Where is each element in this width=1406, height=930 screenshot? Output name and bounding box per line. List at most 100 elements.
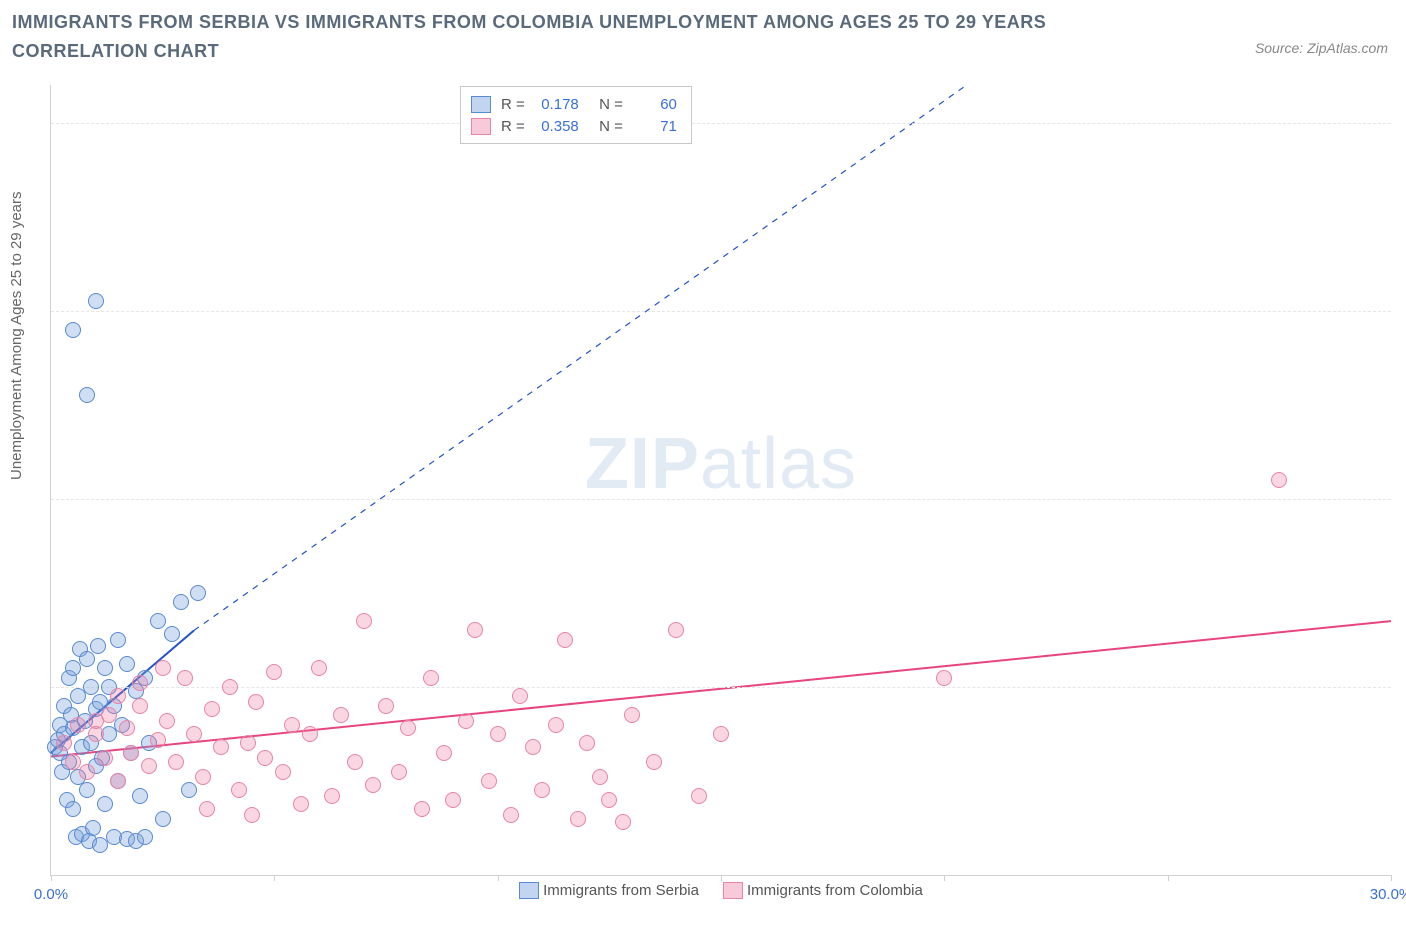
scatter-marker bbox=[333, 707, 349, 723]
scatter-marker bbox=[391, 764, 407, 780]
scatter-marker bbox=[240, 735, 256, 751]
scatter-marker bbox=[137, 829, 153, 845]
y-axis-label: Unemployment Among Ages 25 to 29 years bbox=[8, 191, 25, 480]
legend-item: Immigrants from Colombia bbox=[723, 882, 923, 899]
legend-bottom: Immigrants from Serbia Immigrants from Co… bbox=[51, 882, 1391, 903]
scatter-marker bbox=[311, 660, 327, 676]
scatter-marker bbox=[123, 745, 139, 761]
scatter-marker bbox=[615, 814, 631, 830]
scatter-marker bbox=[284, 717, 300, 733]
scatter-marker bbox=[458, 713, 474, 729]
scatter-marker bbox=[204, 701, 220, 717]
trend-lines-layer bbox=[51, 85, 1391, 875]
scatter-marker bbox=[88, 293, 104, 309]
scatter-marker bbox=[79, 387, 95, 403]
scatter-marker bbox=[624, 707, 640, 723]
y-tick-label: 40.0% bbox=[1396, 114, 1406, 131]
scatter-marker bbox=[65, 322, 81, 338]
scatter-marker bbox=[713, 726, 729, 742]
gridline-horizontal bbox=[51, 687, 1391, 688]
scatter-marker bbox=[525, 739, 541, 755]
scatter-marker bbox=[503, 807, 519, 823]
scatter-marker bbox=[324, 788, 340, 804]
r-label: R = bbox=[501, 118, 525, 135]
scatter-marker bbox=[302, 726, 318, 742]
scatter-marker bbox=[56, 735, 72, 751]
scatter-marker bbox=[691, 788, 707, 804]
r-label: R = bbox=[501, 96, 525, 113]
legend-stats-row: R = 0.358 N = 71 bbox=[471, 115, 677, 137]
y-tick-label: 20.0% bbox=[1396, 490, 1406, 507]
scatter-marker bbox=[400, 720, 416, 736]
scatter-marker bbox=[70, 717, 86, 733]
watermark: ZIPatlas bbox=[585, 423, 857, 505]
scatter-marker bbox=[378, 698, 394, 714]
x-tick bbox=[721, 875, 722, 881]
scatter-marker bbox=[132, 675, 148, 691]
x-tick bbox=[944, 875, 945, 881]
watermark-rest: atlas bbox=[700, 424, 857, 504]
r-value: 0.358 bbox=[531, 118, 579, 135]
trend-line-extrapolated bbox=[194, 85, 967, 630]
scatter-marker bbox=[83, 679, 99, 695]
scatter-marker bbox=[110, 688, 126, 704]
scatter-marker bbox=[155, 660, 171, 676]
scatter-marker bbox=[231, 782, 247, 798]
scatter-marker bbox=[141, 758, 157, 774]
scatter-marker bbox=[173, 594, 189, 610]
scatter-marker bbox=[110, 773, 126, 789]
scatter-marker bbox=[646, 754, 662, 770]
plot-area: ZIPatlas 10.0%20.0%30.0%40.0%0.0%30.0%Im… bbox=[50, 85, 1391, 876]
scatter-marker bbox=[436, 745, 452, 761]
n-label: N = bbox=[599, 96, 623, 113]
scatter-marker bbox=[557, 632, 573, 648]
scatter-marker bbox=[97, 796, 113, 812]
scatter-marker bbox=[88, 713, 104, 729]
x-tick bbox=[274, 875, 275, 881]
scatter-marker bbox=[97, 750, 113, 766]
r-value: 0.178 bbox=[531, 96, 579, 113]
n-label: N = bbox=[599, 118, 623, 135]
scatter-marker bbox=[445, 792, 461, 808]
swatch-pink-icon bbox=[723, 882, 743, 899]
legend-item: Immigrants from Serbia bbox=[519, 882, 699, 899]
scatter-marker bbox=[356, 613, 372, 629]
scatter-marker bbox=[244, 807, 260, 823]
scatter-marker bbox=[668, 622, 684, 638]
scatter-marker bbox=[186, 726, 202, 742]
n-value: 60 bbox=[629, 96, 677, 113]
scatter-marker bbox=[199, 801, 215, 817]
scatter-marker bbox=[190, 585, 206, 601]
scatter-marker bbox=[132, 698, 148, 714]
scatter-marker bbox=[150, 613, 166, 629]
scatter-marker bbox=[592, 769, 608, 785]
scatter-marker bbox=[275, 764, 291, 780]
scatter-marker bbox=[512, 688, 528, 704]
scatter-marker bbox=[266, 664, 282, 680]
scatter-marker bbox=[414, 801, 430, 817]
scatter-marker bbox=[490, 726, 506, 742]
scatter-marker bbox=[579, 735, 595, 751]
scatter-marker bbox=[155, 811, 171, 827]
legend-item-label: Immigrants from Serbia bbox=[543, 882, 699, 899]
scatter-marker bbox=[467, 622, 483, 638]
scatter-marker bbox=[150, 732, 166, 748]
scatter-marker bbox=[423, 670, 439, 686]
legend-stats-row: R = 0.178 N = 60 bbox=[471, 93, 677, 115]
scatter-marker bbox=[168, 754, 184, 770]
scatter-marker bbox=[936, 670, 952, 686]
scatter-marker bbox=[181, 782, 197, 798]
x-tick bbox=[498, 875, 499, 881]
chart-title: IMMIGRANTS FROM SERBIA VS IMMIGRANTS FRO… bbox=[12, 8, 1112, 66]
swatch-blue-icon bbox=[471, 96, 491, 113]
scatter-marker bbox=[534, 782, 550, 798]
gridline-horizontal bbox=[51, 311, 1391, 312]
scatter-marker bbox=[119, 656, 135, 672]
scatter-marker bbox=[90, 638, 106, 654]
scatter-marker bbox=[257, 750, 273, 766]
legend-stats-box: R = 0.178 N = 60 R = 0.358 N = 71 bbox=[460, 86, 692, 144]
scatter-marker bbox=[97, 660, 113, 676]
x-tick bbox=[1391, 875, 1392, 881]
scatter-marker bbox=[85, 820, 101, 836]
scatter-marker bbox=[79, 764, 95, 780]
